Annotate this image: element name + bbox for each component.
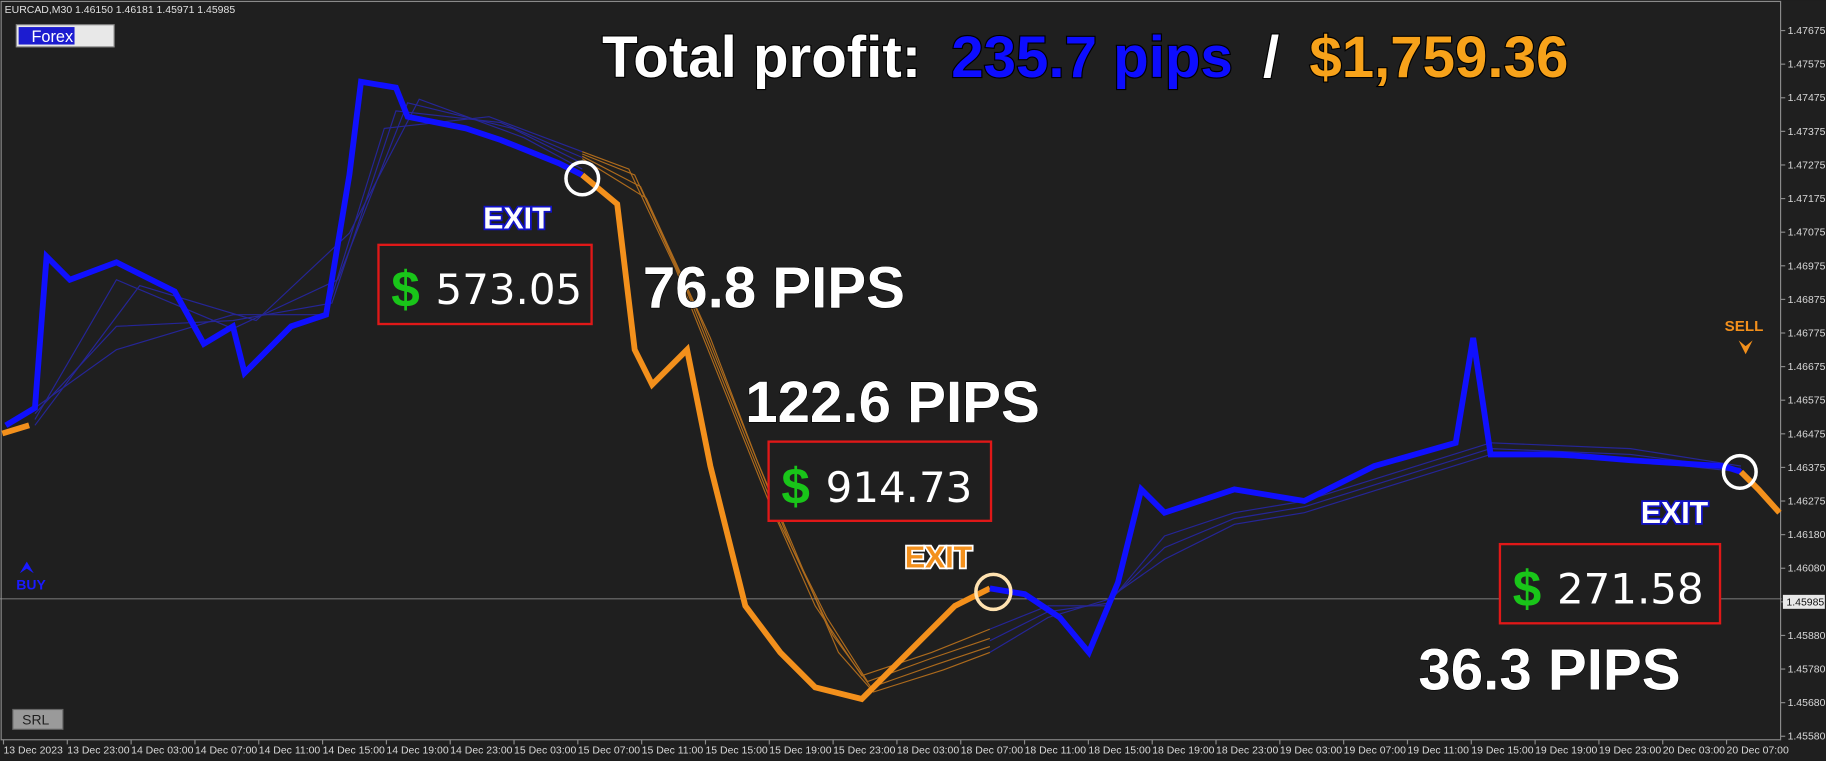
tab-highlight — [18, 27, 75, 45]
time-label: 18 Dec 03:00 — [897, 746, 959, 757]
time-label: 18 Dec 19:00 — [1152, 746, 1214, 757]
time-label: 15 Dec 07:00 — [578, 746, 640, 757]
price-label: 1.46475 — [1788, 429, 1826, 440]
price-label: 1.47375 — [1788, 127, 1826, 138]
time-label: 15 Dec 11:00 — [642, 746, 704, 757]
plot-frame — [0, 0, 1782, 741]
trade-profit: 573.05 — [436, 265, 583, 314]
headline-label: Total profit: — [602, 25, 921, 90]
time-label: 19 Dec 11:00 — [1407, 746, 1469, 757]
price-label: 1.47275 — [1788, 160, 1826, 171]
tab-label[interactable]: Forex — [31, 28, 73, 46]
price-label: 1.46575 — [1788, 396, 1826, 407]
time-label: 18 Dec 15:00 — [1088, 746, 1150, 757]
currency-sign: $ — [391, 261, 420, 318]
price-label: 1.46675 — [1788, 362, 1826, 373]
trade-pips: 122.6 PIPS — [745, 370, 1040, 435]
time-label: 19 Dec 23:00 — [1599, 746, 1661, 757]
time-label: 15 Dec 19:00 — [769, 746, 831, 757]
price-label: 1.47475 — [1788, 93, 1826, 104]
time-label: 14 Dec 23:00 — [450, 746, 512, 757]
headline: Total profit: 235.7 pips / $1,759.36 — [602, 25, 1568, 90]
headline-amount: $1,759.36 — [1309, 25, 1568, 90]
price-path-blue-1 — [4, 78, 584, 428]
time-label: 14 Dec 19:00 — [386, 746, 448, 757]
exit-marker — [564, 160, 601, 197]
exit-marker — [1721, 453, 1758, 490]
srl-button[interactable] — [12, 708, 64, 730]
price-label: 1.47575 — [1788, 60, 1826, 71]
trade-pips: 76.8 PIPS — [643, 256, 905, 321]
exit-marker — [974, 572, 1013, 612]
time-label: 19 Dec 19:00 — [1535, 746, 1597, 757]
exit-label: EXIT — [483, 203, 551, 236]
time-label: 15 Dec 15:00 — [705, 746, 767, 757]
time-label: 13 Dec 2023 — [3, 746, 63, 757]
buy-arrow — [19, 561, 34, 574]
time-label: 14 Dec 03:00 — [131, 746, 193, 757]
currency-sign: $ — [1513, 560, 1542, 617]
time-label: 15 Dec 23:00 — [833, 746, 895, 757]
buy-signal: BUY — [16, 577, 46, 593]
sell-signal: SELL — [1725, 318, 1764, 335]
price-label: 1.46080 — [1788, 564, 1826, 575]
current-price-box — [1782, 594, 1825, 609]
price-label: 1.47075 — [1788, 228, 1826, 239]
exit-label: EXIT — [905, 541, 973, 574]
time-label: 14 Dec 15:00 — [323, 746, 385, 757]
price-label: 1.45880 — [1788, 631, 1826, 642]
profit-box — [377, 243, 593, 326]
trade-profit: 271.58 — [1557, 565, 1704, 614]
time-label: 13 Dec 23:00 — [67, 746, 129, 757]
price-label: 1.45780 — [1788, 665, 1826, 676]
time-label: 18 Dec 07:00 — [961, 746, 1023, 757]
time-label: 18 Dec 11:00 — [1025, 746, 1087, 757]
trade-pips: 36.3 PIPS — [1418, 638, 1680, 703]
price-path-orange-0 — [1, 422, 30, 437]
price-label: 1.45580 — [1788, 732, 1826, 743]
price-label: 1.46180 — [1788, 530, 1826, 541]
time-label: 20 Dec 07:00 — [1727, 746, 1789, 757]
price-label: 1.47675 — [1788, 26, 1826, 37]
time-label: 19 Dec 07:00 — [1344, 746, 1406, 757]
price-label: 1.45985 — [1786, 597, 1824, 608]
price-label: 1.46375 — [1788, 463, 1826, 474]
time-label: 19 Dec 03:00 — [1280, 746, 1342, 757]
exit-label: EXIT — [1641, 497, 1709, 530]
price-label: 1.46275 — [1788, 497, 1826, 508]
profit-box — [1498, 542, 1722, 625]
time-label: 18 Dec 23:00 — [1216, 746, 1278, 757]
price-path-blue-2 — [989, 337, 1742, 658]
headline-separator: / — [1263, 25, 1279, 90]
price-path-orange-2 — [1738, 469, 1782, 515]
price-axis: 1.47675 1.47575 1.47475 1.47375 1.47275 1.471… — [1780, 26, 1826, 743]
trade-profit: 914.73 — [826, 463, 973, 512]
price-label: 1.46875 — [1788, 295, 1826, 306]
headline-pips: 235.7 pips — [951, 25, 1233, 90]
profit-box — [767, 440, 993, 522]
time-label: 14 Dec 07:00 — [195, 746, 257, 757]
price-label: 1.46975 — [1788, 261, 1826, 272]
sell-arrow — [1738, 340, 1753, 355]
price-label: 1.47175 — [1788, 194, 1826, 205]
currency-sign: $ — [781, 457, 810, 514]
symbol-info: EURCAD,M30 1.46150 1.46181 1.45971 1.459… — [5, 5, 236, 16]
time-label: 15 Dec 03:00 — [514, 746, 576, 757]
time-label: 14 Dec 11:00 — [259, 746, 321, 757]
price-label: 1.46775 — [1788, 328, 1826, 339]
time-axis: 13 Dec 2023 13 Dec 23:00 14 Dec 03:00 14 De… — [2, 739, 1789, 757]
time-label: 19 Dec 15:00 — [1471, 746, 1533, 757]
price-path-orange — [580, 172, 992, 703]
time-label: 20 Dec 03:00 — [1663, 746, 1725, 757]
srl-label[interactable]: SRL — [22, 712, 49, 728]
price-label: 1.45680 — [1788, 698, 1826, 709]
